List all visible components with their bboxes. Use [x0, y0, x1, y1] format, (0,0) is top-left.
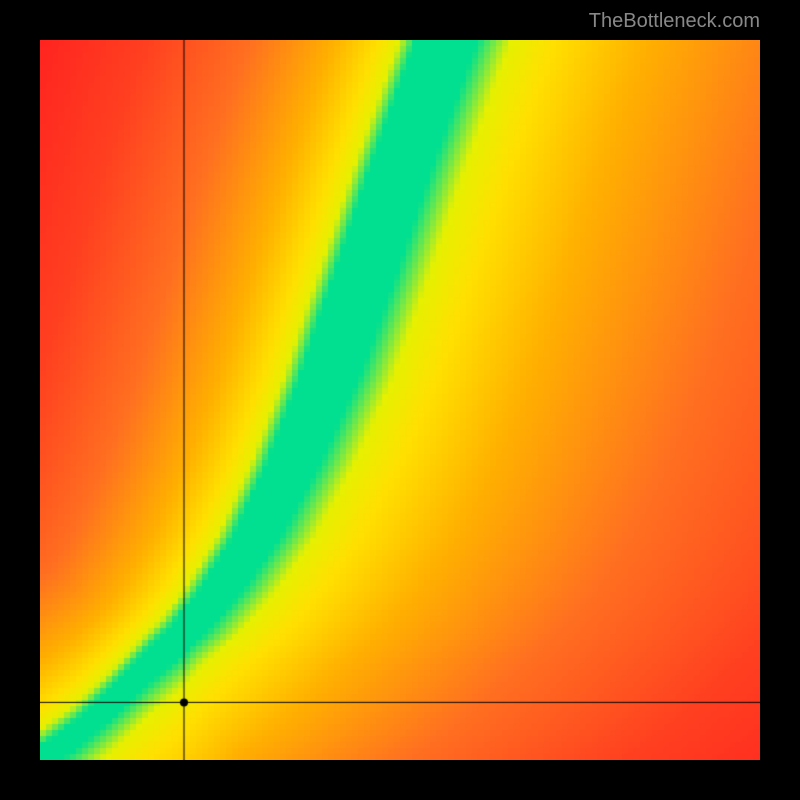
watermark-text: TheBottleneck.com [589, 10, 760, 33]
heatmap-plot [40, 40, 760, 760]
heatmap-canvas [40, 40, 760, 760]
